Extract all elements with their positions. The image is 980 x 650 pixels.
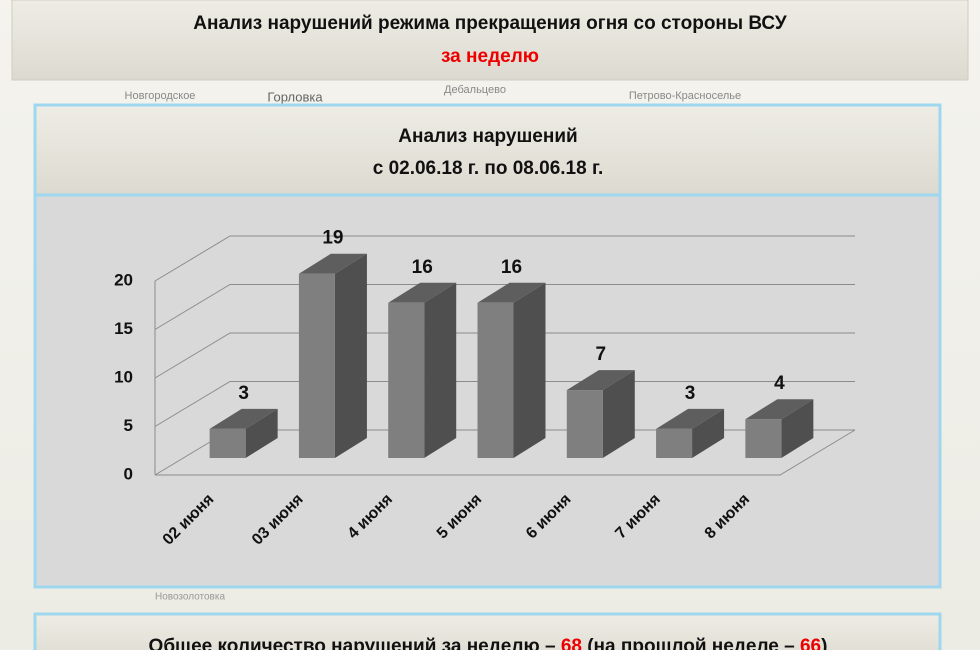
bar-top <box>566 370 635 391</box>
grid-line <box>154 332 855 379</box>
summary-text: Общее количество нарушений за неделю – 6… <box>149 636 828 650</box>
y-tick-label: 5 <box>124 416 133 435</box>
y-tick-label: 15 <box>114 319 133 338</box>
bar <box>477 302 514 458</box>
bar-top <box>477 282 546 303</box>
map-label: Новгородское <box>125 90 196 102</box>
summary-middle: (на прошлой неделе – <box>587 636 794 650</box>
floor-edge <box>155 429 856 476</box>
panel-title: с 02.06.18 г. по 08.06.18 г. <box>373 158 604 179</box>
bar-side <box>513 282 546 458</box>
map-label: Дебальцево <box>444 84 506 96</box>
bar-side <box>424 282 457 458</box>
value-label: 4 <box>774 373 785 394</box>
map-label: Горловка <box>267 89 323 104</box>
header-title: Анализ нарушений режима прекращения огня… <box>193 13 787 34</box>
panel-title: Анализ нарушений <box>398 126 577 147</box>
y-tick-label: 0 <box>124 464 133 483</box>
bar-top <box>745 399 814 420</box>
map-label: Новозолотовка <box>155 592 225 603</box>
value-label: 7 <box>595 344 606 365</box>
summary-week: 68 <box>561 636 582 650</box>
bar-side <box>334 253 367 458</box>
value-label: 16 <box>412 257 433 278</box>
bar <box>745 419 782 458</box>
bar-side <box>602 370 635 458</box>
value-label: 19 <box>322 228 343 249</box>
summary-prefix: Общее количество нарушений за неделю – <box>149 636 556 650</box>
bar <box>298 273 335 458</box>
summary-suffix: ) <box>821 636 827 650</box>
panel-header <box>33 103 942 197</box>
value-label: 16 <box>501 257 522 278</box>
summary-box <box>33 612 942 650</box>
bar-top <box>209 408 278 429</box>
bar-side <box>692 408 725 458</box>
bar <box>566 390 603 458</box>
grid-line <box>154 284 855 330</box>
bar-side <box>781 399 814 458</box>
y-tick-label: 10 <box>114 367 133 386</box>
map-label: Петрово-Красноселье <box>629 90 741 102</box>
header-subtitle: за неделю <box>441 46 539 67</box>
bar <box>388 302 425 458</box>
value-label: 3 <box>685 383 696 404</box>
summary-previous: 66 <box>800 636 821 650</box>
bar <box>209 428 246 458</box>
bar <box>656 428 693 458</box>
bar-side <box>245 408 278 458</box>
bar-top <box>656 408 725 429</box>
grid-line <box>154 381 855 427</box>
value-label: 3 <box>238 383 249 404</box>
y-tick-label: 20 <box>114 270 133 289</box>
bar-top <box>298 253 367 274</box>
header-band <box>11 0 969 81</box>
bar-top <box>388 282 457 303</box>
grid-line <box>154 235 855 282</box>
